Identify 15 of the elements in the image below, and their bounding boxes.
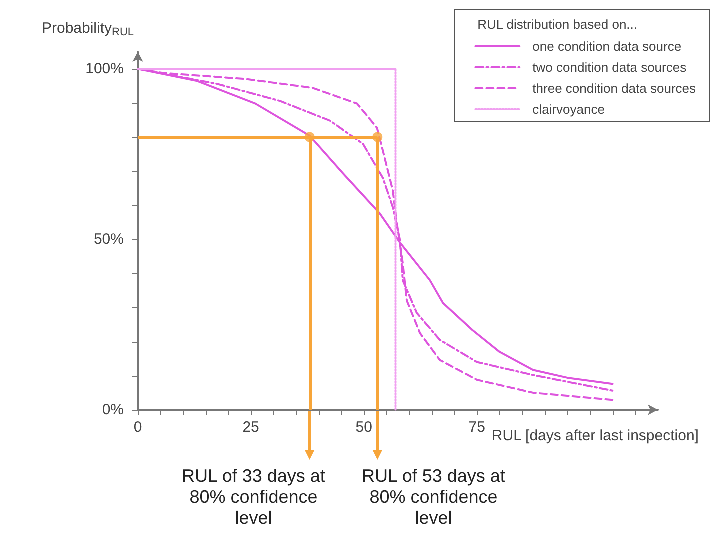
ref-line-label: RUL of 53 days at 80% confidence level [361, 466, 506, 529]
x-axis-title: RUL [days after last inspection] [492, 428, 699, 444]
x-tick-label: 0 [134, 419, 142, 436]
legend-label: two condition data sources [532, 60, 688, 75]
y-tick-label: 100% [86, 60, 124, 78]
x-tick-label: 25 [242, 419, 260, 436]
legend-title: RUL distribution based on... [478, 17, 638, 32]
y-tick-label: 50% [94, 231, 124, 248]
x-tick-label: 50 [356, 419, 372, 436]
x-tick-label: 75 [468, 419, 486, 436]
y-tick-label: 0% [102, 402, 124, 418]
legend-label: three condition data sources [532, 81, 696, 96]
legend-label: one condition data source [532, 39, 682, 54]
legend-label: clairvoyance [532, 102, 605, 117]
ref-line-label: RUL of 33 days at 80% confidence level [181, 466, 326, 529]
